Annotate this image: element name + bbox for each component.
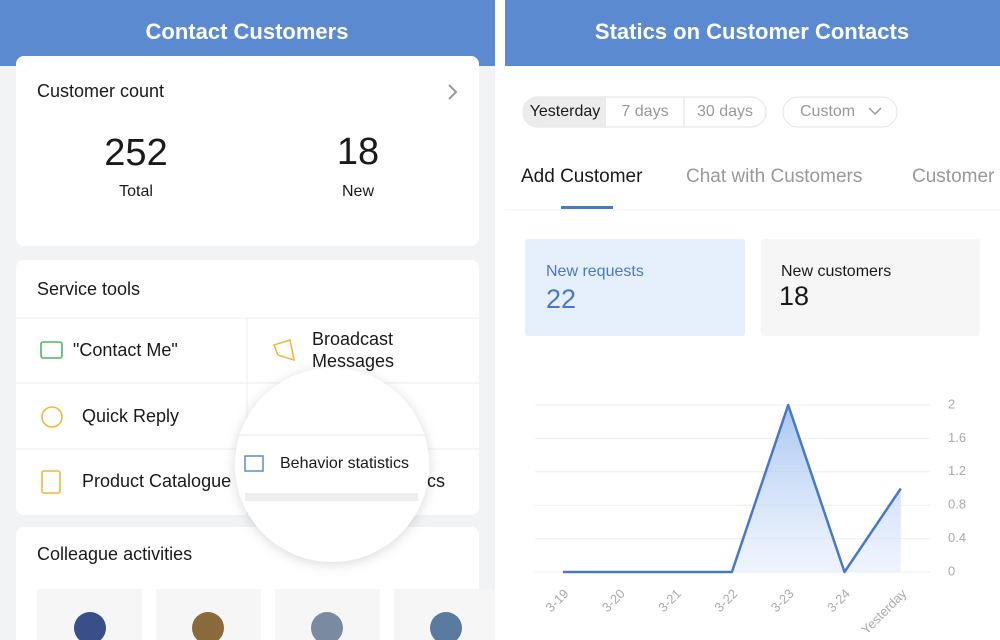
total-label: Total xyxy=(119,183,153,200)
right-header xyxy=(505,0,1000,66)
tool-item[interactable]: Product Catalogue xyxy=(82,471,231,491)
custom-label: Custom xyxy=(800,103,855,120)
y-tick-label: 0.8 xyxy=(948,497,966,512)
range-selected xyxy=(523,97,606,127)
tab[interactable]: Add Customer xyxy=(521,166,643,187)
range-option[interactable]: 7 days xyxy=(621,103,668,120)
divider xyxy=(245,493,418,501)
card-title: Service tools xyxy=(37,279,140,299)
stat-card[interactable] xyxy=(525,239,745,336)
y-tick-label: 2 xyxy=(948,396,955,411)
custom-dropdown[interactable] xyxy=(782,96,898,128)
avatars xyxy=(37,589,495,640)
caret xyxy=(868,107,882,116)
icon xyxy=(244,455,264,472)
left-title: Contact Customers xyxy=(146,19,349,44)
stat-card[interactable] xyxy=(761,239,980,336)
tool-item[interactable]: Broadcast Messages xyxy=(312,329,395,371)
line xyxy=(563,403,902,574)
icon xyxy=(41,406,63,428)
magnifier xyxy=(235,368,429,562)
icon xyxy=(40,341,63,359)
stat-value: 22 xyxy=(546,284,576,314)
y-tick-label: 1.2 xyxy=(948,463,966,478)
area xyxy=(563,405,901,572)
chevron xyxy=(448,84,458,100)
stat-value: 18 xyxy=(779,281,809,311)
total-value: 252 xyxy=(104,132,167,174)
stat-label: New customers xyxy=(781,263,891,280)
tool-item[interactable]: "Contact Me" xyxy=(73,340,178,360)
card-title: Customer count xyxy=(37,81,164,101)
range-option[interactable]: Yesterday xyxy=(530,103,601,120)
new-label: New xyxy=(342,183,374,200)
tab[interactable]: Customer xyxy=(912,166,995,187)
y-tick-label: 0.4 xyxy=(948,530,966,545)
count-card[interactable] xyxy=(16,56,479,246)
right-title: Statics on Customer Contacts xyxy=(595,19,909,44)
new-value: 18 xyxy=(337,131,379,173)
stat-label: New requests xyxy=(546,263,644,280)
icon xyxy=(272,338,296,362)
y-tick-label: 1.6 xyxy=(948,430,966,445)
left-header xyxy=(0,0,495,66)
magnified-item[interactable]: Behavior statistics xyxy=(280,455,409,472)
tab[interactable]: Chat with Customers xyxy=(686,166,862,187)
y-tick-label: 0 xyxy=(948,563,955,578)
tool-item[interactable]: Quick Reply xyxy=(82,406,179,426)
card-title: Colleague activities xyxy=(37,544,192,564)
icon xyxy=(41,470,61,494)
tab-underline xyxy=(561,206,613,209)
range-option[interactable]: 30 days xyxy=(697,103,753,120)
